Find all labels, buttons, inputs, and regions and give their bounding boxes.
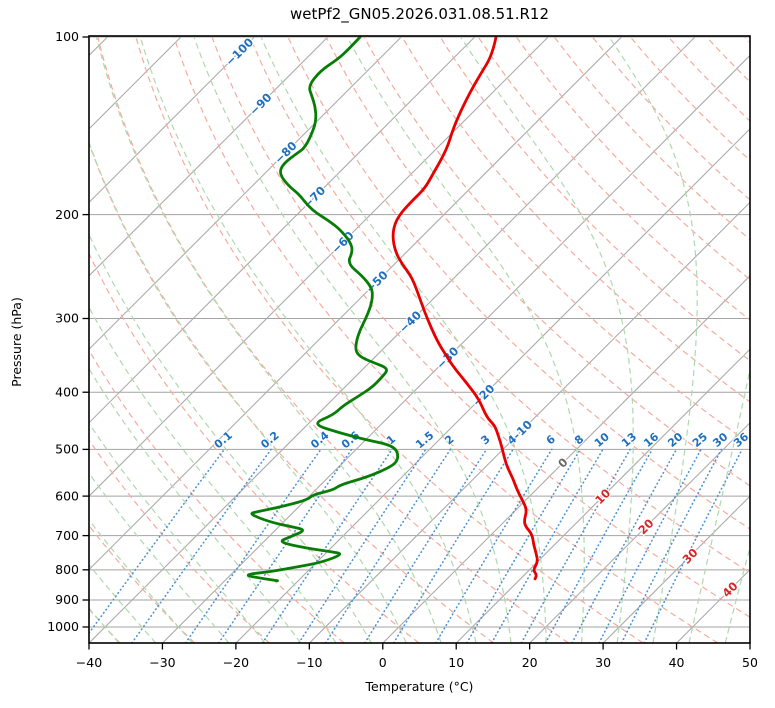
dewpoint-curve [246, 36, 400, 583]
y-tick-label: 300 [55, 311, 79, 326]
x-tick-label: −40 [76, 655, 102, 670]
x-tick-label: 10 [448, 655, 464, 670]
x-tick-label: 40 [669, 655, 685, 670]
mixing-ratio-label: 13 [619, 430, 639, 450]
x-tick-label: 0 [379, 655, 387, 670]
y-tick-label: 700 [55, 528, 79, 543]
mixing-ratio-label: 0.6 [339, 429, 363, 452]
y-tick-label: 1000 [47, 619, 79, 634]
y-tick-label: 200 [55, 207, 79, 222]
x-tick-label: −20 [223, 655, 249, 670]
mixing-ratio-label: 16 [641, 430, 661, 450]
x-tick-labels: −40 −30 −20 −10 0 10 20 30 40 50 [76, 643, 758, 670]
mixing-ratio-label: 25 [690, 430, 710, 450]
mixing-ratio-label: 1.5 [413, 429, 436, 451]
y-axis-label: Pressure (hPa) [9, 297, 24, 387]
chart-title: wetPf2_GN05.2026.031.08.51.R12 [289, 5, 549, 23]
mixing-ratio-label: 10 [592, 430, 612, 450]
mixing-ratio-lines [89, 448, 743, 643]
isotherm-lines [89, 36, 750, 643]
temperature-curve [391, 36, 539, 581]
y-tick-label: 600 [55, 488, 79, 503]
mixing-ratio-label: 8 [572, 433, 586, 448]
isotherm-label: −100 [223, 35, 257, 69]
mixing-ratio-label: 2 [442, 433, 456, 448]
pressure-gridlines [89, 36, 750, 628]
moist-adiabat-lines [89, 36, 750, 643]
y-tick-label: 500 [55, 442, 79, 457]
y-tick-label: 100 [55, 29, 79, 44]
x-tick-label: −30 [149, 655, 175, 670]
mixing-ratio-label: 0.2 [258, 429, 281, 451]
temperature-curve-group [391, 36, 539, 581]
y-tick-label: 900 [55, 592, 79, 607]
x-tick-label: 20 [522, 655, 538, 670]
x-tick-label: −10 [296, 655, 322, 670]
dry-adiabat-lines [89, 36, 750, 643]
mixing-ratio-label: 3 [478, 433, 492, 448]
mixing-ratio-label: 0.4 [308, 429, 332, 452]
x-tick-label: 30 [595, 655, 611, 670]
mixing-ratio-label: 6 [544, 432, 558, 447]
y-tick-label: 400 [55, 384, 79, 399]
y-tick-labels: 100 200 300 400 500 600 700 800 900 1000 [47, 29, 89, 634]
y-tick-label: 800 [55, 562, 79, 577]
x-axis-label: Temperature (°C) [365, 679, 474, 694]
mixing-ratio-label: 20 [665, 430, 685, 450]
x-tick-label: 50 [742, 655, 758, 670]
axes-frame [88, 35, 751, 644]
mixing-ratio-label: 30 [710, 430, 730, 450]
dewpoint-curve-group [246, 36, 400, 583]
